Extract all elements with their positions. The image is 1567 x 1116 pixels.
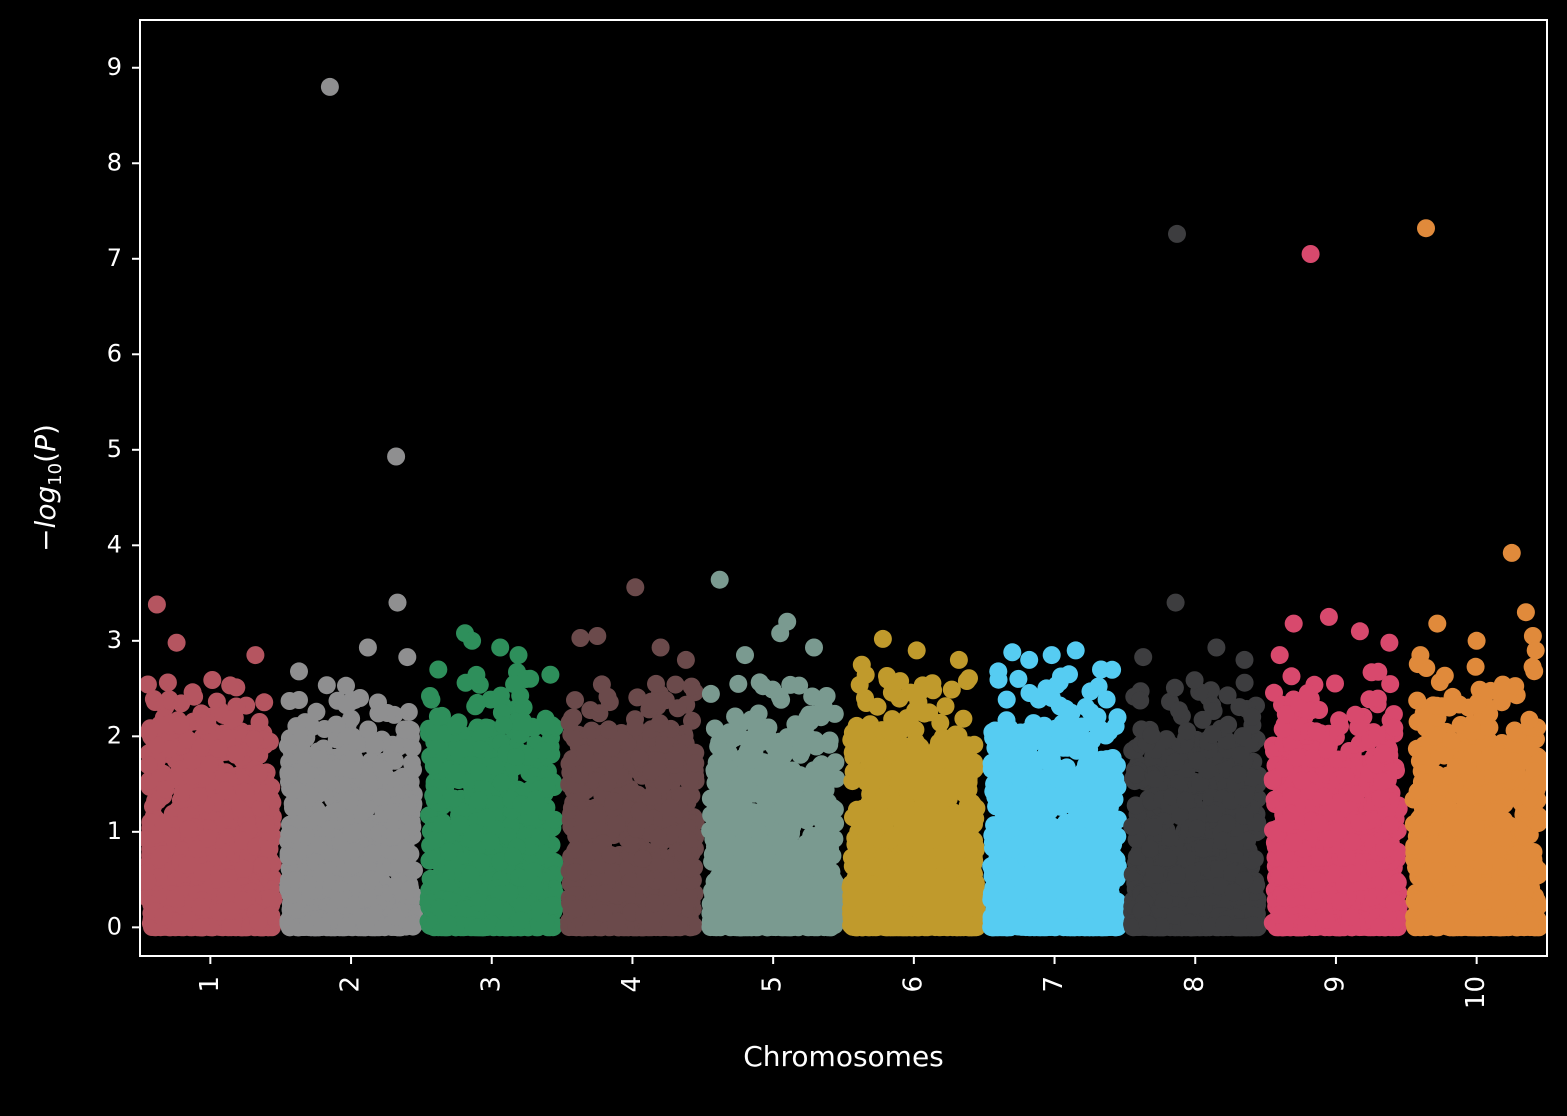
x-tick-label: 2 [336,976,366,993]
x-tick-label: 4 [617,976,647,993]
y-tick-label: 2 [107,721,122,749]
x-tick-label: 5 [758,976,788,993]
y-tick-label: 0 [107,912,122,940]
x-tick-label: 9 [1320,976,1350,993]
x-tick-label: 1 [195,976,225,993]
chart-svg: 0 1 2 3 4 5 6 7 8 9 −log10(P) 1 2 3 4 5 6 7 8 9 10 Chromosome… [0,0,1567,1116]
y-tick-label: 7 [107,244,122,272]
x-axis-label: Chromosomes [743,1040,944,1073]
x-tick-label: 6 [898,976,928,993]
y-tick-label: 1 [107,817,122,845]
x-tick-label: 10 [1461,976,1491,1009]
y-axis-label: −log10(P) [29,424,66,552]
y-tick-label: 6 [107,339,122,367]
chromosome-7-points [982,641,1127,936]
y-tick-label: 8 [107,148,122,176]
y-tick-label: 9 [107,53,122,81]
x-tick-label: 8 [1180,976,1210,993]
manhattan-chart: 0 1 2 3 4 5 6 7 8 9 −log10(P) 1 2 3 4 5 6 7 8 9 10 Chromosome… [0,0,1567,1116]
y-tick-label: 5 [107,435,122,463]
x-tick-label: 7 [1039,976,1069,993]
y-tick-label: 4 [107,530,122,558]
x-tick-label: 3 [476,976,506,993]
y-tick-label: 3 [107,626,122,654]
